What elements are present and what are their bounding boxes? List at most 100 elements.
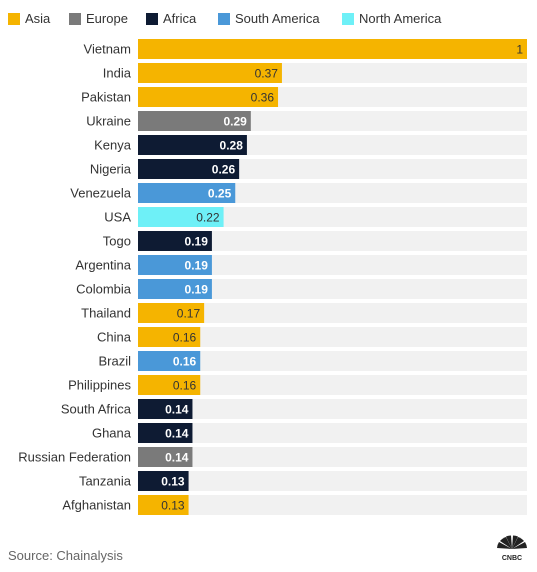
category-label: Kenya	[94, 138, 132, 153]
value-label: 0.14	[165, 427, 189, 441]
bar-thailand	[138, 303, 205, 323]
bar-track	[138, 207, 527, 227]
bar-row-togo: Togo 0.19	[103, 231, 527, 251]
value-label: 0.13	[161, 475, 185, 489]
value-label: 0.13	[161, 499, 185, 513]
logo-text: CNBC	[502, 555, 522, 562]
category-label: Russian Federation	[18, 450, 131, 465]
legend-swatch-asia	[8, 13, 20, 25]
bar-argentina	[138, 255, 212, 275]
bar-track	[138, 351, 527, 371]
category-label: India	[103, 66, 132, 81]
value-label: 0.25	[208, 187, 232, 201]
category-label: USA	[104, 210, 131, 225]
bar-ukraine	[138, 111, 251, 131]
value-label: 0.29	[223, 115, 247, 129]
value-label: 0.28	[220, 139, 244, 153]
legend-label-north-america: North America	[359, 11, 442, 26]
value-label: 0.14	[165, 451, 189, 465]
bar-row-venezuela: Venezuela 0.25	[70, 183, 527, 203]
bar-row-south-africa: South Africa 0.14	[61, 399, 527, 419]
bar-row-vietnam: Vietnam 1	[84, 39, 527, 59]
bar-usa	[138, 207, 224, 227]
bar-row-thailand: Thailand 0.17	[81, 303, 527, 323]
category-label: Colombia	[76, 282, 132, 297]
value-label: 0.19	[185, 235, 209, 249]
category-label: Afghanistan	[62, 498, 131, 513]
bar-nigeria	[138, 159, 240, 179]
bar-ghana	[138, 423, 193, 443]
bar-venezuela	[138, 183, 236, 203]
category-label: Venezuela	[70, 186, 131, 201]
legend-label-europe: Europe	[86, 11, 128, 26]
bar-track	[138, 471, 527, 491]
category-label: Argentina	[75, 258, 131, 273]
category-label: Philippines	[68, 378, 131, 393]
legend-swatch-south-america	[218, 13, 230, 25]
value-label: 0.17	[177, 307, 201, 321]
bar-afghanistan	[138, 495, 189, 515]
bar-row-pakistan: Pakistan 0.36	[81, 87, 527, 107]
value-label: 0.16	[173, 331, 197, 345]
cnbc-logo: CNBC	[497, 535, 527, 562]
bar-china	[138, 327, 201, 347]
bar-row-argentina: Argentina 0.19	[75, 255, 527, 275]
category-label: Thailand	[81, 306, 131, 321]
value-label: 1	[516, 43, 523, 57]
bar-row-nigeria: Nigeria 0.26	[90, 159, 527, 179]
category-label: Ghana	[92, 426, 132, 441]
value-label: 0.37	[255, 67, 279, 81]
bar-row-china: China 0.16	[97, 327, 527, 347]
legend: Asia Europe Africa South America North Ameri…	[8, 11, 442, 26]
bar-track	[138, 327, 527, 347]
bar-brazil	[138, 351, 201, 371]
bar-togo	[138, 231, 212, 251]
bar-track	[138, 447, 527, 467]
bar-russian-federation	[138, 447, 193, 467]
legend-item-africa: Africa	[146, 11, 197, 26]
bar-row-india: India 0.37	[103, 63, 527, 83]
value-label: 0.16	[173, 379, 197, 393]
bar-rows: Vietnam 1 India 0.37 Pakistan 0.36 Ukraine 0.29…	[18, 39, 527, 515]
category-label: Vietnam	[84, 42, 131, 57]
category-label: Brazil	[98, 354, 131, 369]
bar-row-philippines: Philippines 0.16	[68, 375, 527, 395]
category-label: Nigeria	[90, 162, 132, 177]
legend-item-europe: Europe	[69, 11, 128, 26]
value-label: 0.26	[212, 163, 236, 177]
bar-track	[138, 495, 527, 515]
bar-row-kenya: Kenya 0.28	[94, 135, 527, 155]
bar-kenya	[138, 135, 247, 155]
bar-philippines	[138, 375, 201, 395]
source-note: Source: Chainalysis	[8, 548, 123, 563]
legend-swatch-north-america	[342, 13, 354, 25]
value-label: 0.36	[251, 91, 275, 105]
category-label: South Africa	[61, 402, 132, 417]
bar-row-afghanistan: Afghanistan 0.13	[62, 495, 527, 515]
bar-row-russian-federation: Russian Federation 0.14	[18, 447, 527, 467]
bar-track	[138, 279, 527, 299]
legend-item-south-america: South America	[218, 11, 320, 26]
bar-row-colombia: Colombia 0.19	[76, 279, 527, 299]
category-label: Tanzania	[79, 474, 132, 489]
value-label: 0.19	[185, 259, 209, 273]
legend-item-asia: Asia	[8, 11, 51, 26]
bar-south-africa	[138, 399, 193, 419]
bar-track	[138, 399, 527, 419]
legend-label-south-america: South America	[235, 11, 320, 26]
bar-row-usa: USA 0.22	[104, 207, 527, 227]
bar-colombia	[138, 279, 212, 299]
category-label: Pakistan	[81, 90, 131, 105]
bar-row-ukraine: Ukraine 0.29	[86, 111, 527, 131]
value-label: 0.16	[173, 355, 197, 369]
category-label: Ukraine	[86, 114, 131, 129]
bar-track	[138, 231, 527, 251]
legend-swatch-europe	[69, 13, 81, 25]
bar-row-tanzania: Tanzania 0.13	[79, 471, 527, 491]
category-label: China	[97, 330, 132, 345]
bar-vietnam	[138, 39, 527, 59]
bar-row-brazil: Brazil 0.16	[98, 351, 527, 371]
bar-track	[138, 303, 527, 323]
bar-tanzania	[138, 471, 189, 491]
